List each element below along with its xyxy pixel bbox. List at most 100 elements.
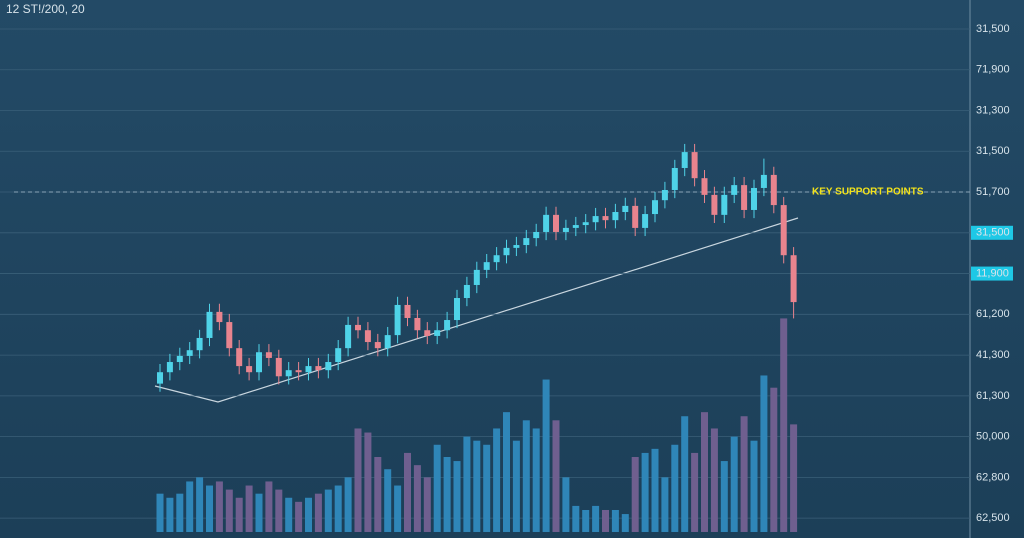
candle-body <box>701 178 708 195</box>
candle-body <box>157 372 163 384</box>
volume-bar <box>423 477 431 532</box>
trend-line <box>154 217 799 403</box>
volume-bar <box>215 481 223 532</box>
candle-body <box>315 366 322 371</box>
candle-body <box>543 214 550 232</box>
tick-highlight <box>971 266 1013 281</box>
candle-body <box>305 366 312 373</box>
candle-body <box>691 152 698 179</box>
candle-body <box>364 330 371 343</box>
candle-body <box>463 284 470 299</box>
candle-body <box>731 185 738 195</box>
candle-body <box>454 298 460 321</box>
y-tick-label: 61,200 <box>976 308 1010 320</box>
candle-body <box>652 200 658 215</box>
candle-body <box>285 370 292 377</box>
candle-body <box>780 205 787 256</box>
candle-body <box>424 330 431 336</box>
volume-bar <box>542 379 550 532</box>
candle-body <box>335 348 342 363</box>
volume-bar <box>671 444 679 532</box>
volume-bar <box>701 412 708 532</box>
volume-bar <box>483 444 491 532</box>
volume-bar <box>443 456 451 532</box>
y-tick-label: 71,900 <box>976 64 1010 76</box>
volume-bar <box>691 452 699 532</box>
volume-bar <box>770 387 778 532</box>
volume-bar <box>265 481 273 532</box>
volume-bar <box>156 493 164 532</box>
volume-bar <box>582 509 590 532</box>
candle-body <box>166 362 173 373</box>
volume-bar <box>344 477 352 532</box>
y-tick-label: 31,300 <box>976 104 1010 116</box>
volume-bar <box>631 456 639 532</box>
candle-body <box>562 227 569 232</box>
volume-bar <box>611 509 619 532</box>
candle-body <box>582 222 589 226</box>
candle-body <box>295 370 302 373</box>
candle-body <box>741 185 748 210</box>
volume-bar <box>354 428 362 532</box>
volume-bar <box>186 481 194 532</box>
volume-bar <box>493 428 501 532</box>
volume-bar <box>602 509 609 532</box>
volume-bar <box>413 465 421 532</box>
candle-body <box>642 214 649 228</box>
candle-body <box>325 362 332 371</box>
candle-body <box>622 205 629 213</box>
volume-bar <box>275 489 283 532</box>
candle-body <box>216 311 223 323</box>
y-tick-label: 51,700 <box>976 186 1010 198</box>
volume-bar <box>681 416 689 532</box>
candle-body <box>751 187 757 210</box>
candle-body <box>414 317 421 331</box>
volume-bar <box>512 440 520 532</box>
volume-bar <box>374 456 382 532</box>
candle-body <box>592 216 599 223</box>
candle-body <box>671 167 678 190</box>
y-tick-label: 61,300 <box>976 390 1010 402</box>
candle-body <box>444 320 451 331</box>
candle-body <box>394 304 401 336</box>
volume-bar <box>314 493 322 532</box>
volume-bar <box>532 428 540 532</box>
candle-body <box>265 352 272 358</box>
candle-body <box>434 330 441 336</box>
candle-body <box>473 269 480 285</box>
volume-bar <box>740 416 748 532</box>
volume-bar <box>453 461 461 532</box>
y-tick-label: 11,900 <box>976 267 1009 279</box>
candle-body <box>256 352 262 373</box>
candle-body <box>275 357 282 377</box>
candle-body <box>355 324 361 331</box>
volume-bar <box>710 428 718 532</box>
volume-bar <box>334 485 342 532</box>
candle-body <box>533 231 540 239</box>
volume-bar <box>255 493 263 532</box>
volume-bar <box>166 497 174 532</box>
volume-bar <box>463 436 471 532</box>
volume-bar <box>364 432 372 532</box>
candle-body <box>572 225 579 228</box>
y-tick-label: 62,800 <box>976 471 1010 483</box>
candle-body <box>493 255 500 263</box>
volume-bar <box>295 501 303 532</box>
candle-body <box>246 366 253 373</box>
y-tick-label: 31,500 <box>976 23 1010 35</box>
volume-bar <box>651 448 659 532</box>
volume-bar <box>176 493 184 532</box>
volume-bar <box>780 318 788 532</box>
volume-bar <box>562 477 570 532</box>
volume-bar <box>473 440 481 532</box>
volume-bar <box>245 485 253 532</box>
volume-bar <box>235 497 243 532</box>
candle-body <box>345 324 352 349</box>
volume-bar <box>305 497 312 532</box>
volume-bar <box>394 485 402 532</box>
candle-body <box>404 304 411 318</box>
volume-bar <box>324 489 332 532</box>
chart-title: 12 ST!/200, 20 <box>6 2 85 16</box>
volume-bar <box>750 440 758 532</box>
